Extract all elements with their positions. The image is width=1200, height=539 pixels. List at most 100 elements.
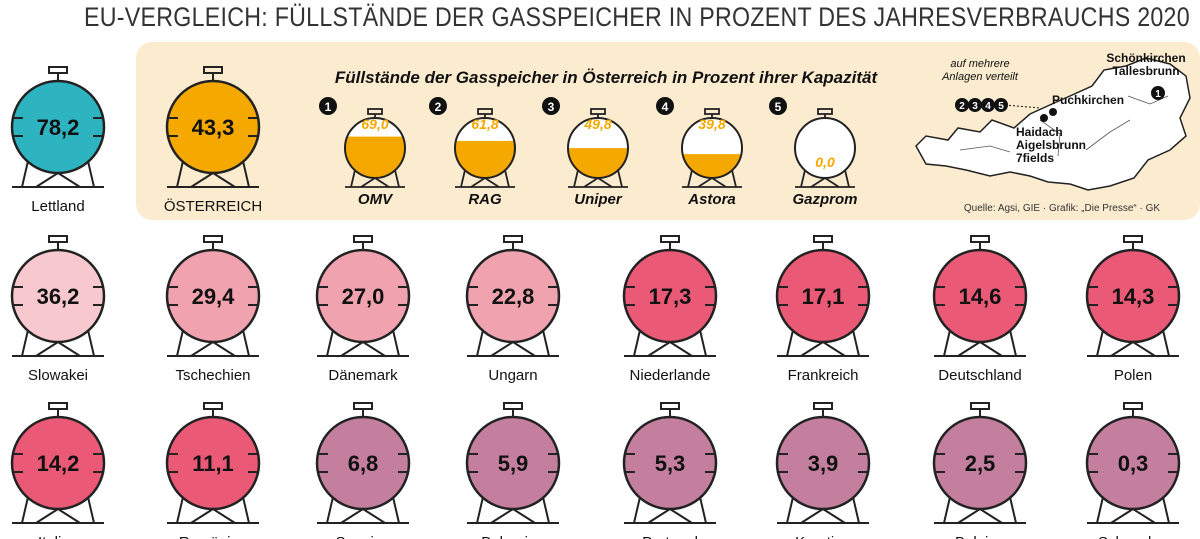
tank-value: 5,9 [498,451,529,476]
tank-cap [813,235,833,243]
map-label-schoenkirchen: Schönkirchen Tallesbrunn [1106,51,1186,78]
tank-cap [970,402,990,410]
tank-legs [1096,496,1170,524]
tank-value: 36,2 [37,284,80,309]
tank-outline [794,117,856,179]
tank-ticks [12,286,104,306]
tank-label: Slowakei [28,367,88,384]
tank-ticks [317,453,409,473]
marker-number: 2 [435,100,442,114]
operator-label: Gazprom [792,191,857,208]
operator-tank-rag: 61,8 2 RAG [429,97,516,208]
tank-value: 69,0 [361,116,388,132]
tank-value: 43,3 [192,115,235,140]
tank-polen: 14,3 Polen [1085,235,1181,384]
tank-fill [682,154,742,178]
tank-ticks [167,453,259,473]
tank-cap [48,66,68,74]
tank-value: 3,9 [808,451,839,476]
tank-cap [817,108,833,115]
tank-outline [567,117,629,179]
operator-tank-omv: 69,0 1 OMV [319,97,406,208]
tank-legs [326,496,400,524]
tank-body [165,248,261,344]
tank-ticks [12,117,104,137]
tank-ticks [317,286,409,306]
austria-state-borders [959,95,1169,157]
marker-badge [542,97,560,115]
tank-ticks [12,453,104,473]
map-marker-number: 4 [985,101,991,112]
tank-legs [1096,329,1170,357]
map-note: auf mehrere Anlagen verteilt [942,58,1018,83]
tank-legs [176,160,250,188]
tank-legs [786,329,860,357]
tank-value: 14,2 [37,451,80,476]
tank-lettland: 78,2 Lettland [10,66,106,215]
tank-label: Ungarn [488,367,537,384]
tank-body [315,248,411,344]
tank-legs [460,169,510,188]
tank-bracing [647,341,693,357]
marker-badge [429,97,447,115]
map-marker-5 [994,98,1008,112]
tank-label: Deutschland [938,367,1021,384]
marker-badge [656,97,674,115]
tank-legs [350,169,400,188]
tank-value: 49,8 [583,116,611,132]
tank-body [10,248,106,344]
tank-label: Schweden [1098,534,1168,539]
tank-portugal: 5,3 Portugal [622,402,718,539]
operator-tank-gazprom: 0,0 5 Gazprom [769,97,858,208]
tank-outline [681,117,743,179]
chart-title: EU-VERGLEICH: FÜLLSTÄNDE DER GASSPEICHER… [84,2,1190,32]
tank-bracing [190,172,236,188]
tank-value: 2,5 [965,451,996,476]
tank-ungarn: 22,8 Ungarn [465,235,561,384]
tank-bracing [340,508,386,524]
map-site-haidach [1040,114,1048,122]
tank-value: 78,2 [37,115,80,140]
tank-bracing [490,508,536,524]
tank-bracing [957,341,1003,357]
tank-label: Bulgarien [481,534,544,539]
tank-bracing [490,341,536,357]
tank-ticks [467,453,559,473]
operator-tank-astora: 39,8 4 Astora [656,97,743,208]
map-marker-1 [1151,86,1165,100]
tank-cap [477,108,493,115]
tank-legs [943,329,1017,357]
tank-oesterreich: 43,3 ÖSTERREICH [164,66,262,215]
tank-body [1085,248,1181,344]
tank-legs [176,496,250,524]
tank-outline [454,117,516,179]
operator-label: Uniper [574,191,623,208]
tank-ticks [1087,453,1179,473]
tank-label: Rumänien [179,534,247,539]
tank-niederlande: 17,3 Niederlande [622,235,718,384]
tank-cap [704,108,720,115]
tank-legs [476,329,550,357]
tank-label: Polen [1114,367,1152,384]
tank-legs [21,329,95,357]
tank-schweden: 0,3 Schweden [1085,402,1181,539]
tank-bracing [340,341,386,357]
marker-number: 4 [662,100,669,114]
tank-legs [326,329,400,357]
tank-legs [573,169,623,188]
tank-value: 22,8 [492,284,535,309]
map-leader-line [1004,104,1041,109]
tank-label: Kroatien [795,534,851,539]
marker-number: 3 [548,100,555,114]
tank-bracing [1110,508,1156,524]
tank-bracing [800,341,846,357]
tank-legs [786,496,860,524]
austria-subtitle: Füllstände der Gasspeicher in Österreich… [334,68,878,87]
tank-bracing [957,508,1003,524]
tank-kroatien: 3,9 Kroatien [775,402,871,539]
tank-value: 39,8 [698,116,725,132]
map-marker-2 [955,98,969,112]
tank-spanien: 6,8 Spanien [315,402,411,539]
tank-ticks [934,453,1026,473]
tank-slowakei: 36,2 Slowakei [10,235,106,384]
